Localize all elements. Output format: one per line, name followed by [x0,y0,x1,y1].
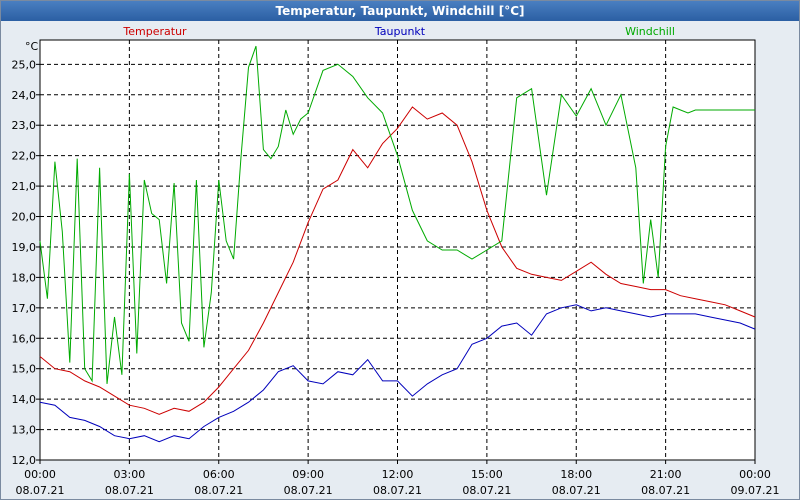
y-tick-label: 19,0 [12,241,37,254]
x-tick-date: 08.07.21 [462,484,511,497]
y-tick-label: 14,0 [12,393,37,406]
y-tick-label: 21,0 [12,180,37,193]
series-line-temperatur [39,106,756,415]
y-tick-label: 13,0 [12,424,37,437]
x-tick-date: 09.07.21 [731,484,780,497]
legend-temperatur: Temperatur [122,25,187,38]
y-tick-label: 20,0 [12,211,37,224]
x-tick-date: 08.07.21 [641,484,690,497]
y-ticks: 12,0 13,0 14,0 15,0 16,0 17,0 18,0 19,0 20,0 21,0… [12,58,40,467]
x-ticks: 00:00 08.07.21 03:00 08.07.21 06:00 08.07.21 0… [16,460,780,497]
x-tick-date: 08.07.21 [16,484,65,497]
y-tick-label: 15,0 [12,363,37,376]
y-tick-label: 22,0 [12,150,37,163]
x-tick-time: 18:00 [560,468,592,481]
legend: Temperatur Taupunkt Windchill [122,25,675,38]
x-tick-date: 08.07.21 [194,484,243,497]
y-tick-label: 25,0 [12,58,37,71]
grid [40,40,755,460]
y-tick-label: 18,0 [12,271,37,284]
x-tick-time: 03:00 [114,468,146,481]
x-tick-date: 08.07.21 [373,484,422,497]
x-tick-time: 12:00 [382,468,414,481]
series-group [39,45,756,443]
series-line-windchill [39,45,755,384]
x-tick-time: 15:00 [471,468,503,481]
x-tick-date: 08.07.21 [105,484,154,497]
x-tick-date: 08.07.21 [284,484,333,497]
legend-windchill: Windchill [625,25,675,38]
x-tick-time: 09:00 [292,468,324,481]
y-tick-label: 16,0 [12,332,37,345]
x-tick-time: 21:00 [650,468,682,481]
y-tick-label: 23,0 [12,119,37,132]
x-tick-time: 06:00 [203,468,235,481]
y-tick-label: 12,0 [12,454,37,467]
y-tick-label: 24,0 [12,89,37,102]
window-title: Temperatur, Taupunkt, Windchill [°C] [1,1,799,21]
y-axis-label: °C [25,40,39,53]
x-tick-date: 08.07.21 [552,484,601,497]
y-tick-label: 17,0 [12,302,37,315]
series-line-taupunkt [39,304,756,443]
legend-taupunkt: Taupunkt [374,25,426,38]
x-tick-time: 00:00 [24,468,56,481]
x-tick-time: 00:00 [739,468,771,481]
